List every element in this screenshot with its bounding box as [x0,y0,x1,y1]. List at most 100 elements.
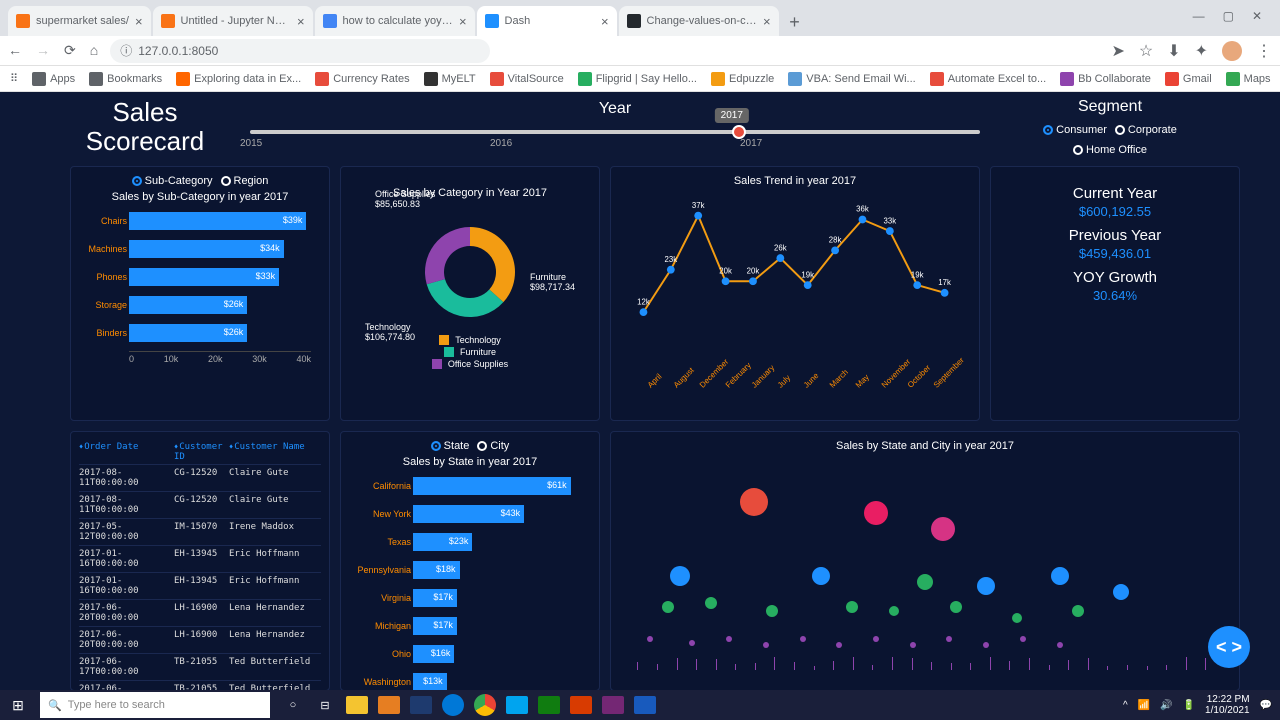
bookmark-item[interactable]: Exploring data in Ex... [176,72,301,86]
star-icon[interactable]: ☆ [1139,41,1153,61]
app-icon[interactable] [634,696,656,714]
browser-tab[interactable]: Untitled - Jupyter Notebook× [153,6,313,36]
bookmark-item[interactable]: MyELT [424,72,476,86]
bubble-point [1113,584,1129,600]
bubble-tick [872,665,873,670]
donut-slice [470,227,515,302]
start-button[interactable]: ⊞ [0,697,36,714]
table-cell: IM-15070 [174,522,229,542]
bar-row: Storage$26k [129,295,311,315]
taskbar-search[interactable]: 🔍 Type here to search [40,692,270,718]
notifications-icon[interactable]: 💬 [1260,700,1272,711]
code-fab-button[interactable]: < > [1208,626,1250,668]
point-label: 20k [747,266,760,275]
bar-label: California [349,481,411,491]
extensions-icon[interactable]: ✦ [1195,41,1208,61]
donut-slice-label: Office Supplies$85,650.83 [375,189,435,209]
app-icon[interactable] [378,696,400,714]
profile-avatar[interactable] [1222,41,1242,61]
new-tab-button[interactable]: + [781,8,809,36]
bookmark-icon [424,72,438,86]
radio-option[interactable]: Region [221,175,269,187]
app-icon[interactable] [506,696,528,714]
tray-up-icon[interactable]: ^ [1123,700,1128,711]
bookmark-item[interactable]: VitalSource [490,72,564,86]
tab-close-icon[interactable]: × [135,14,143,29]
bookmark-item[interactable]: Edpuzzle [711,72,774,86]
maximize-icon[interactable]: ▢ [1223,9,1234,23]
download-icon[interactable]: ⬇ [1167,41,1180,61]
bookmark-item[interactable]: Flipgrid | Say Hello... [578,72,697,86]
bubble-tick [774,657,775,670]
reload-icon[interactable]: ⟳ [64,42,76,59]
table-header-cell[interactable]: Customer Name [229,442,321,462]
browser-tab[interactable]: supermarket sales/× [8,6,151,36]
bubble-tick [951,663,952,670]
wifi-icon[interactable]: 📶 [1138,700,1150,711]
bookmark-item[interactable]: VBA: Send Email Wi... [788,72,915,86]
chrome-icon[interactable] [474,694,496,716]
taskbar-clock[interactable]: 12:22 PM 1/10/2021 [1205,694,1250,716]
bookmark-item[interactable]: Automate Excel to... [930,72,1046,86]
url-input[interactable]: ⓘ 127.0.0.1:8050 [110,39,490,63]
radio-option[interactable]: Home Office [1073,144,1147,156]
taskview-icon[interactable]: ⊟ [310,690,340,720]
browser-tab[interactable]: Dash× [477,6,617,36]
bookmark-item[interactable]: ★Bookmarks [89,72,162,86]
trend-point [749,277,757,285]
radio-option[interactable]: Consumer [1043,124,1107,136]
bookmark-item[interactable]: Bb Collaborate [1060,72,1151,86]
slider-handle[interactable] [732,125,746,139]
kpi-yoy-value: 30.64% [999,288,1231,303]
apps-icon[interactable]: ⠿ [10,72,18,85]
app-icon[interactable] [410,696,432,714]
tab-close-icon[interactable]: × [459,14,467,29]
radio-option[interactable]: State [431,440,470,452]
tab-close-icon[interactable]: × [297,14,305,29]
trend-chart: 12k23k37k20k20k26k19k28k36k33k19k17k Apr… [619,195,971,385]
radio-option[interactable]: Corporate [1115,124,1177,136]
battery-icon[interactable]: 🔋 [1183,700,1195,711]
menu-icon[interactable]: ⋮ [1256,41,1272,61]
app-icon[interactable] [570,696,592,714]
year-slider[interactable]: 2017 [250,130,980,134]
bookmark-icon [32,72,46,86]
edge-icon[interactable] [442,694,464,716]
app-icon[interactable] [602,696,624,714]
back-icon[interactable]: ← [8,42,22,59]
tick: 2016 [490,138,512,149]
tab-close-icon[interactable]: × [763,14,771,29]
radio-label: Region [234,175,269,187]
table-row: 2017-08-11T00:00:00CG-12520Claire Gute [79,465,321,492]
bookmark-item[interactable]: Maps [1226,72,1271,86]
table-header-cell[interactable]: Customer ID [174,442,229,462]
radio-option[interactable]: City [477,440,509,452]
tab-close-icon[interactable]: × [601,14,609,29]
app-icon[interactable] [538,696,560,714]
bookmark-item[interactable]: Currency Rates [315,72,409,86]
bubble-point [977,577,995,595]
table-header-cell[interactable]: Order Date [79,442,174,462]
bookmark-item[interactable]: Apps [32,72,75,86]
table-cell: EH-13945 [174,549,229,569]
bubble-point [670,566,690,586]
taskbar-apps: ○ ⊟ [278,690,660,720]
bar-label: Michigan [349,621,411,631]
close-icon[interactable]: ✕ [1252,9,1262,23]
minimize-icon[interactable]: — [1193,9,1205,23]
radio-option[interactable]: Sub-Category [132,175,213,187]
point-label: 23k [665,255,678,264]
url-text: 127.0.0.1:8050 [138,44,218,58]
cortana-icon[interactable]: ○ [278,690,308,720]
browser-tab[interactable]: Change-values-on-cards-dynam× [619,6,779,36]
share-icon[interactable]: ➤ [1111,41,1124,61]
explorer-icon[interactable] [346,696,368,714]
forward-icon[interactable]: → [36,42,50,59]
bookmark-item[interactable]: Gmail [1165,72,1212,86]
table-cell: 2017-08-11T00:00:00 [79,495,174,515]
volume-icon[interactable]: 🔊 [1160,700,1172,711]
home-icon[interactable]: ⌂ [90,42,98,59]
bar-row: Texas$23k [413,532,581,552]
bubble-tick [755,663,756,670]
browser-tab[interactable]: how to calculate yoy growth in p× [315,6,475,36]
